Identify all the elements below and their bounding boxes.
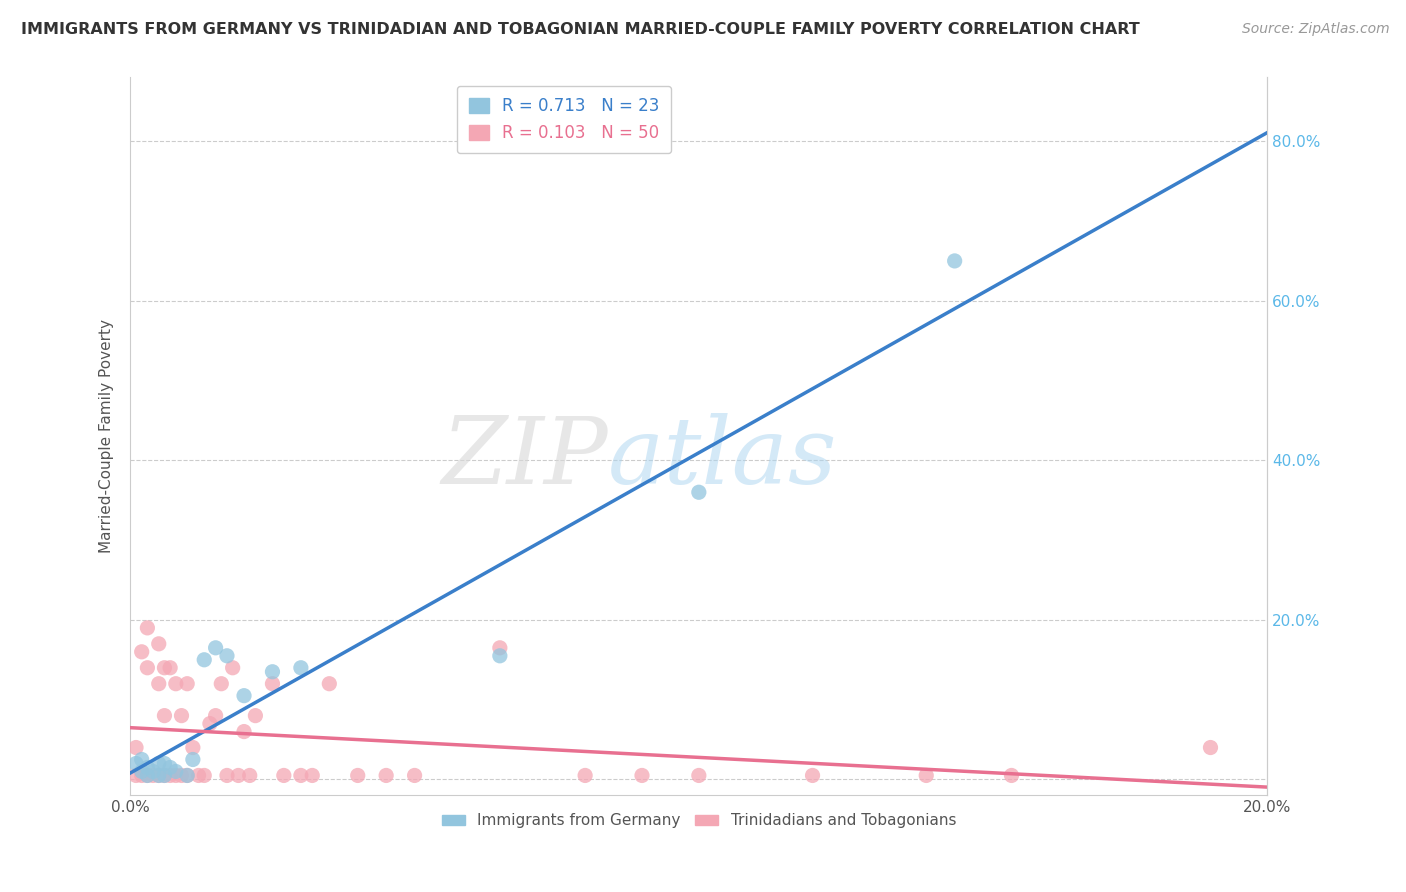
Point	[131, 645, 153, 659]
Point	[262, 665, 284, 679]
Point	[181, 740, 204, 755]
Point	[159, 768, 181, 782]
Text: atlas: atlas	[607, 413, 838, 503]
Point	[915, 768, 938, 782]
Point	[290, 768, 312, 782]
Point	[136, 768, 159, 782]
Point	[176, 768, 198, 782]
Point	[165, 764, 187, 779]
Point	[801, 768, 824, 782]
Point	[262, 676, 284, 690]
Point	[176, 676, 198, 690]
Point	[273, 768, 295, 782]
Point	[346, 768, 368, 782]
Point	[221, 661, 243, 675]
Point	[165, 676, 187, 690]
Point	[209, 676, 232, 690]
Point	[574, 768, 596, 782]
Point	[245, 708, 267, 723]
Point	[148, 768, 170, 782]
Point	[153, 768, 176, 782]
Point	[193, 653, 215, 667]
Point	[148, 637, 170, 651]
Point	[136, 661, 159, 675]
Point	[404, 768, 426, 782]
Point	[187, 768, 209, 782]
Point	[153, 756, 176, 771]
Point	[153, 708, 176, 723]
Point	[125, 768, 148, 782]
Point	[204, 640, 226, 655]
Y-axis label: Married-Couple Family Poverty: Married-Couple Family Poverty	[100, 319, 114, 553]
Point	[198, 716, 221, 731]
Point	[148, 768, 170, 782]
Point	[153, 768, 176, 782]
Point	[181, 752, 204, 766]
Point	[170, 708, 193, 723]
Point	[318, 676, 340, 690]
Point	[165, 768, 187, 782]
Point	[215, 768, 238, 782]
Text: IMMIGRANTS FROM GERMANY VS TRINIDADIAN AND TOBAGONIAN MARRIED-COUPLE FAMILY POVE: IMMIGRANTS FROM GERMANY VS TRINIDADIAN A…	[21, 22, 1140, 37]
Point	[688, 768, 710, 782]
Point	[148, 676, 170, 690]
Point	[228, 768, 250, 782]
Point	[136, 760, 159, 774]
Point	[1199, 740, 1222, 755]
Point	[153, 661, 176, 675]
Point	[301, 768, 323, 782]
Point	[489, 648, 512, 663]
Point	[943, 254, 966, 268]
Point	[239, 768, 262, 782]
Point	[1000, 768, 1022, 782]
Point	[375, 768, 398, 782]
Point	[131, 768, 153, 782]
Point	[136, 768, 159, 782]
Point	[688, 485, 710, 500]
Point	[159, 760, 181, 774]
Point	[204, 708, 226, 723]
Text: ZIP: ZIP	[441, 413, 607, 503]
Point	[290, 661, 312, 675]
Point	[136, 621, 159, 635]
Point	[148, 756, 170, 771]
Point	[233, 724, 256, 739]
Point	[131, 764, 153, 779]
Point	[193, 768, 215, 782]
Point	[125, 740, 148, 755]
Point	[125, 756, 148, 771]
Point	[131, 752, 153, 766]
Point	[176, 768, 198, 782]
Point	[489, 640, 512, 655]
Text: Source: ZipAtlas.com: Source: ZipAtlas.com	[1241, 22, 1389, 37]
Point	[170, 768, 193, 782]
Point	[142, 764, 165, 779]
Legend: Immigrants from Germany, Trinidadians and Tobagonians: Immigrants from Germany, Trinidadians an…	[436, 807, 962, 834]
Point	[233, 689, 256, 703]
Point	[215, 648, 238, 663]
Point	[142, 768, 165, 782]
Point	[631, 768, 654, 782]
Point	[159, 661, 181, 675]
